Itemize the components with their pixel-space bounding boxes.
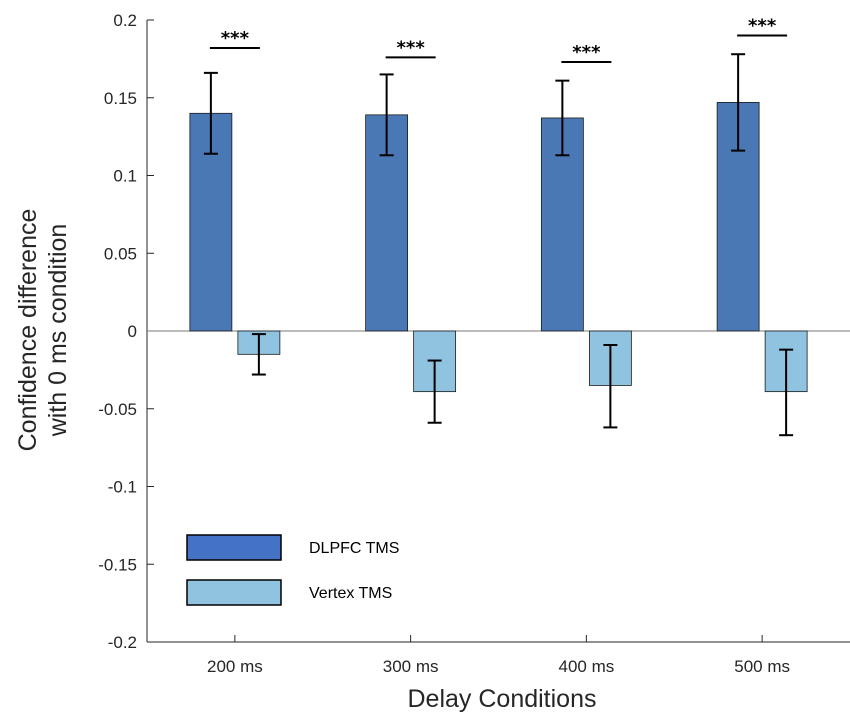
- legend-label-vertex: Vertex TMS: [309, 585, 392, 602]
- axes: 0.2 0.15 0.1 0.05 0 -0.05 -0.1 -0.15 -0.2 200 ms 3…: [98, 11, 850, 676]
- x-tick-label: 200 ms: [207, 657, 263, 676]
- y-axis-title-line-2: with 0 ms condition: [44, 224, 72, 438]
- x-tick-label: 500 ms: [734, 657, 790, 676]
- y-tick-label: 0.15: [104, 89, 137, 108]
- y-tick-label: -0.1: [108, 478, 137, 497]
- significance-stars: ***: [221, 28, 250, 49]
- legend-swatch-dlpfc: [186, 534, 282, 561]
- x-axis-title: Delay Conditions: [408, 685, 597, 713]
- y-tick-label: -0.15: [98, 555, 137, 574]
- y-tick-label: -0.2: [108, 633, 137, 652]
- x-tick-label: 300 ms: [383, 657, 439, 676]
- y-tick-label: 0.05: [104, 244, 137, 263]
- legend: DLPFC TMS Vertex TMS: [186, 534, 399, 606]
- bars: [189, 102, 808, 393]
- y-tick-label: 0.1: [113, 167, 137, 186]
- y-tick-label: 0.2: [113, 11, 137, 30]
- y-axis-title-line-1: Confidence difference: [14, 209, 42, 452]
- legend-label-dlpfc: DLPFC TMS: [309, 540, 399, 557]
- significance-stars: ***: [397, 37, 426, 58]
- significance-stars: ***: [572, 42, 601, 63]
- significance-annotations: *** *** *** ***: [209, 16, 788, 63]
- significance-stars: ***: [748, 16, 777, 37]
- y-tick-label: -0.05: [98, 400, 137, 419]
- legend-swatch-vertex: [186, 579, 282, 606]
- error-bars: [203, 53, 794, 437]
- y-tick-label: 0: [128, 322, 137, 341]
- x-tick-label: 400 ms: [559, 657, 615, 676]
